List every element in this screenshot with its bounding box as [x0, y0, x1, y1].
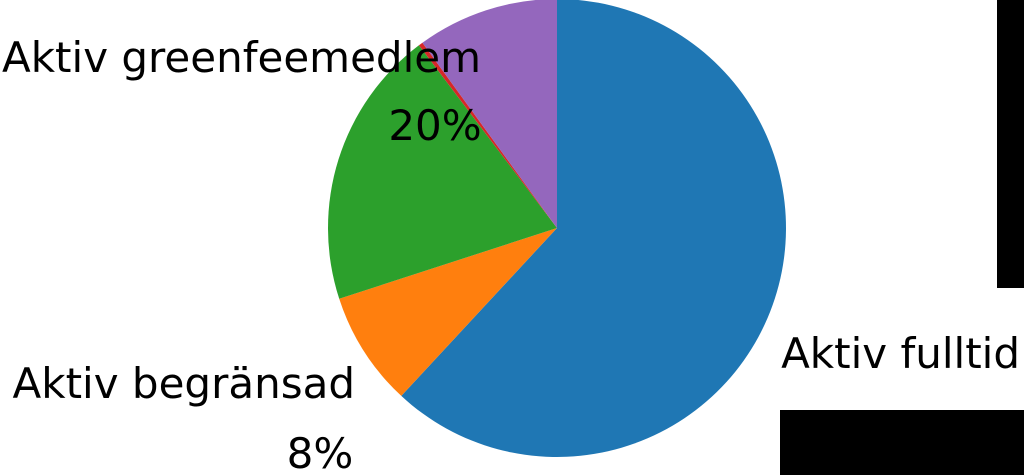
pie-slices: [328, 0, 786, 457]
occluder-bar-right: [997, 0, 1024, 288]
slice-label-aktiv-fulltid: Aktiv fulltid: [781, 329, 1020, 378]
slice-value-aktiv-begransad: 8%: [287, 429, 354, 475]
slice-label-aktiv-greenfeemedlem: Aktiv greenfeemedlem: [2, 33, 481, 82]
pie-slice-slice-3: [418, 42, 557, 228]
pie-slice-aktiv-fulltid: [401, 0, 786, 457]
pie-slice-aktiv-greenfeemedlem: [328, 45, 557, 299]
pie-slice-slice-4: [422, 0, 557, 228]
pie-slice-aktiv-begr-nsad: [339, 228, 557, 396]
slice-label-aktiv-begransad: Aktiv begränsad: [13, 359, 355, 408]
occluder-bar-bottom: [780, 410, 1024, 475]
slice-value-aktiv-greenfeemedlem: 20%: [388, 101, 481, 150]
